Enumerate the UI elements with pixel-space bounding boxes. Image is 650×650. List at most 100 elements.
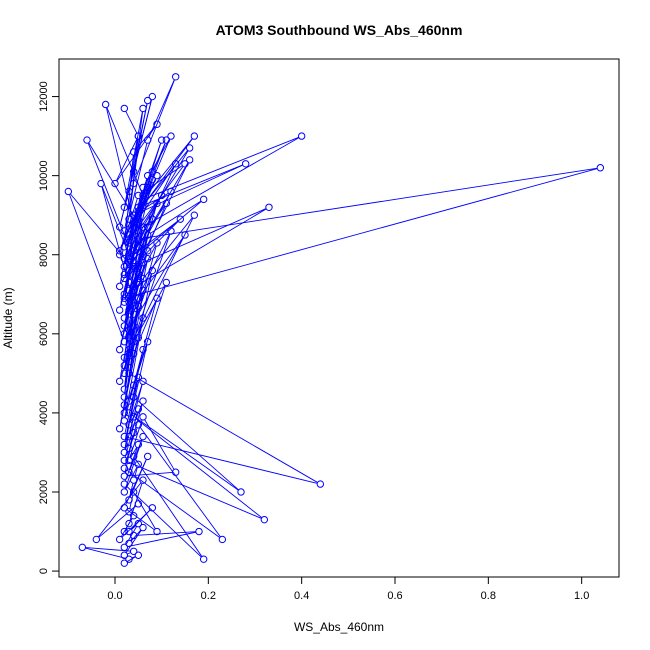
data-point bbox=[129, 413, 138, 421]
data-point bbox=[120, 270, 129, 279]
data-point bbox=[143, 136, 152, 144]
data-point bbox=[181, 160, 189, 168]
series-line-segment bbox=[129, 285, 138, 311]
data-point bbox=[157, 191, 166, 200]
data-point bbox=[120, 559, 129, 567]
series-line-segment bbox=[121, 518, 133, 537]
data-point bbox=[129, 531, 138, 540]
data-point bbox=[120, 262, 129, 271]
data-point bbox=[129, 211, 138, 219]
data-point bbox=[129, 298, 138, 306]
data-point bbox=[129, 452, 138, 461]
data-point bbox=[120, 203, 129, 211]
data-point bbox=[139, 274, 147, 283]
data-point bbox=[148, 92, 157, 101]
data-point bbox=[139, 239, 147, 247]
series-line-segment bbox=[129, 317, 134, 335]
data-point bbox=[129, 310, 138, 318]
series-line-segment bbox=[124, 400, 134, 450]
data-point bbox=[129, 428, 138, 437]
data-point bbox=[265, 203, 273, 211]
data-point bbox=[153, 527, 161, 536]
data-point bbox=[125, 306, 133, 314]
data-point bbox=[120, 314, 129, 322]
data-point bbox=[120, 543, 129, 552]
y-axis-label: Altitude (m) bbox=[1, 287, 15, 348]
data-point bbox=[237, 488, 245, 496]
data-point bbox=[120, 361, 129, 370]
data-point bbox=[115, 306, 124, 314]
data-point bbox=[120, 409, 129, 417]
data-point bbox=[129, 322, 138, 330]
data-point bbox=[120, 254, 129, 263]
data-point bbox=[129, 247, 138, 255]
series-line-segment bbox=[134, 285, 166, 339]
data-point bbox=[134, 274, 143, 283]
series-line-segment bbox=[129, 344, 148, 398]
data-point bbox=[120, 417, 129, 425]
data-point bbox=[143, 223, 152, 231]
data-point bbox=[78, 543, 87, 552]
x-tick-label: 0.8 bbox=[481, 590, 496, 602]
data-point bbox=[139, 258, 147, 267]
data-point bbox=[125, 345, 133, 354]
data-point bbox=[134, 460, 143, 469]
series-line-segment bbox=[106, 107, 134, 220]
data-point bbox=[120, 353, 129, 362]
x-tick-label: 1.0 bbox=[574, 590, 589, 602]
data-point bbox=[199, 195, 208, 204]
data-point bbox=[134, 500, 143, 508]
data-point bbox=[134, 262, 143, 271]
data-point bbox=[134, 270, 143, 279]
series-line-segment bbox=[132, 556, 136, 559]
series-line-segment bbox=[140, 150, 188, 209]
data-point bbox=[139, 195, 147, 204]
series-line-segment bbox=[129, 384, 143, 422]
series-line-segment bbox=[127, 552, 131, 555]
series-line-segment bbox=[87, 143, 129, 244]
data-point bbox=[125, 555, 133, 563]
data-point bbox=[190, 211, 199, 219]
data-point bbox=[139, 223, 147, 231]
data-point bbox=[139, 191, 147, 200]
data-point bbox=[181, 231, 189, 239]
data-point bbox=[120, 488, 129, 496]
data-point bbox=[129, 488, 138, 496]
data-point bbox=[129, 219, 138, 227]
data-point bbox=[148, 167, 157, 176]
data-point bbox=[125, 539, 133, 548]
data-point bbox=[139, 203, 147, 211]
data-point bbox=[139, 183, 147, 192]
x-axis-label: WS_Abs_460nm bbox=[294, 620, 384, 634]
series-layer bbox=[64, 73, 605, 567]
data-point bbox=[148, 175, 157, 184]
data-point bbox=[134, 243, 143, 251]
data-point bbox=[120, 480, 129, 488]
data-point bbox=[120, 274, 129, 283]
data-point bbox=[125, 468, 133, 476]
series-line-segment bbox=[116, 139, 138, 181]
data-point bbox=[120, 243, 129, 251]
data-point bbox=[115, 282, 124, 291]
series-line-segment bbox=[129, 341, 138, 371]
data-point bbox=[139, 397, 147, 405]
data-point bbox=[139, 413, 147, 421]
y-tick-label: 6000 bbox=[38, 322, 50, 346]
data-point bbox=[101, 100, 110, 109]
data-point bbox=[134, 219, 143, 227]
x-tick-label: 0.2 bbox=[201, 590, 216, 602]
series-line-segment bbox=[129, 420, 143, 458]
data-point bbox=[120, 551, 129, 559]
data-point bbox=[129, 349, 138, 358]
series-line-segment bbox=[131, 137, 299, 234]
data-point bbox=[120, 440, 129, 449]
data-point bbox=[139, 523, 147, 532]
series-line-segment bbox=[125, 111, 138, 134]
data-point bbox=[125, 298, 133, 306]
data-point bbox=[162, 136, 171, 144]
data-point bbox=[125, 254, 133, 263]
series-line-segment bbox=[127, 556, 136, 562]
data-point bbox=[125, 243, 133, 251]
data-point bbox=[129, 258, 138, 267]
